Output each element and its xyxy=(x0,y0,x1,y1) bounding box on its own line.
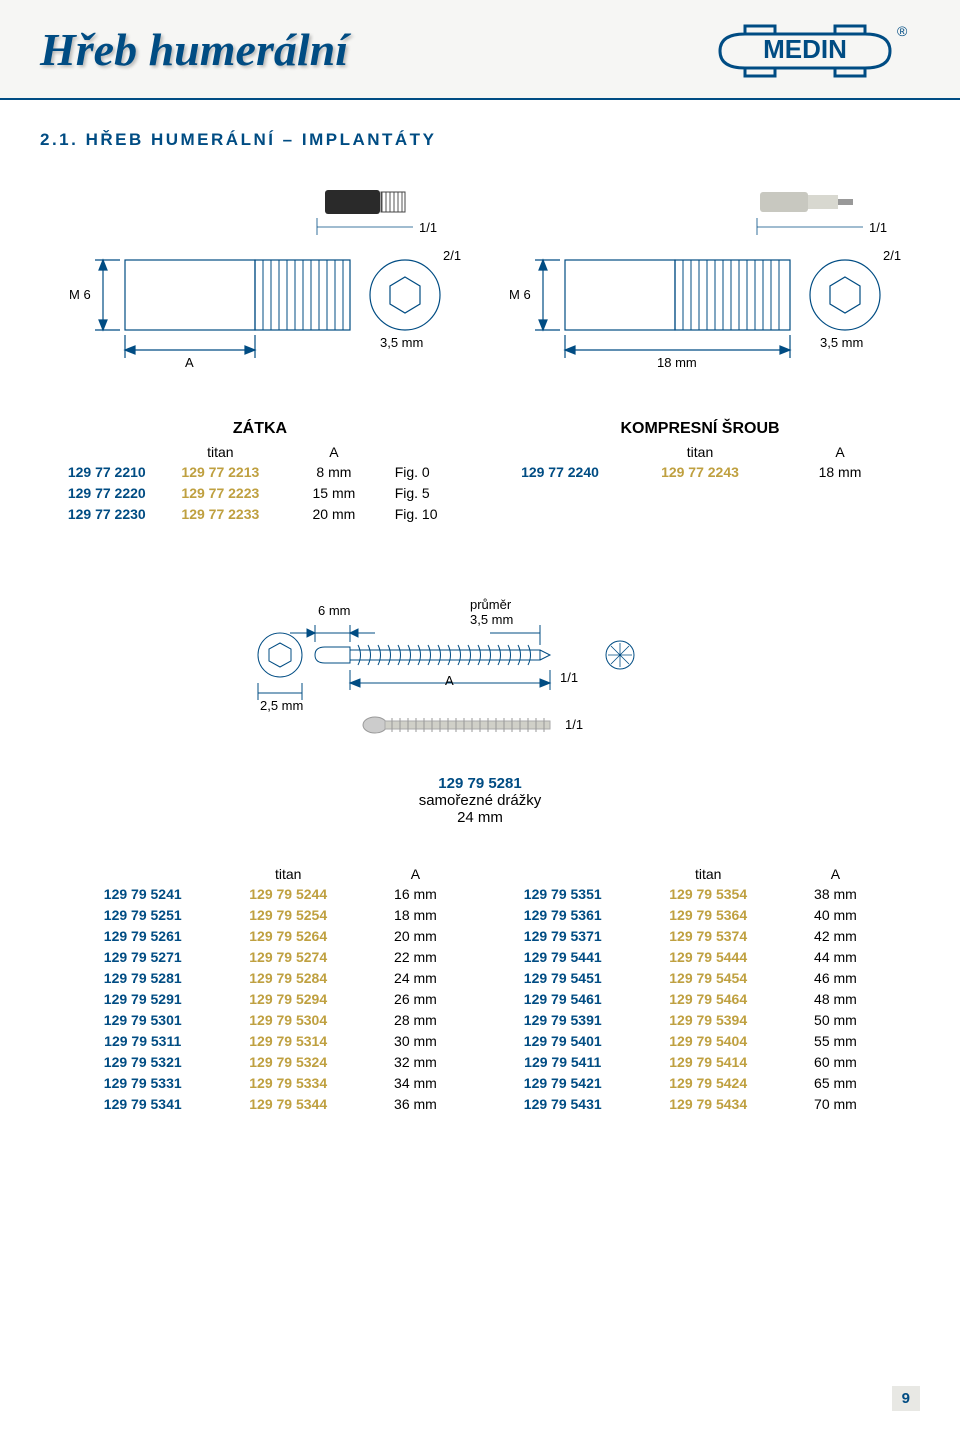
table-row: 129 79 5321129 79 532432 mm xyxy=(70,1052,470,1073)
diagram-kompresni: 1/1 2/1 M 6 18 mm 3,5 mm xyxy=(485,180,915,400)
dim-35: 3,5 mm xyxy=(820,335,863,350)
table-row: 129 79 5311129 79 531430 mm xyxy=(70,1031,470,1052)
table-title: KOMPRESNÍ ŠROUB xyxy=(490,420,910,438)
table-row: 129 79 5411129 79 541460 mm xyxy=(490,1052,890,1073)
center-code: 129 79 5281 xyxy=(0,775,960,792)
table-row: 129 77 2230129 77 223320 mmFig. 10 xyxy=(50,504,470,525)
dim-18: 18 mm xyxy=(657,355,697,370)
dim-A: A xyxy=(185,355,194,370)
center-info: 129 79 5281 samořezné drážky 24 mm xyxy=(0,775,960,826)
scale-label: 1/1 xyxy=(565,717,583,732)
table-row: 129 79 5251129 79 525418 mm xyxy=(70,905,470,926)
page-header: Hřeb humerální MEDIN ® xyxy=(0,0,960,100)
col-A: A xyxy=(277,444,391,460)
screw-diagram: 6 mm průměr 3,5 mm A 2,5 mm 1/1 1/1 xyxy=(230,595,730,755)
scale-label: 2/1 xyxy=(443,248,461,263)
top-diagram-row: 1/1 2/1 M 6 A 3,5 mm xyxy=(0,180,960,410)
table-row: 129 79 5301129 79 530428 mm xyxy=(70,1010,470,1031)
screw-table-right: titan A 129 79 5351129 79 535438 mm129 7… xyxy=(490,866,890,1115)
dim-25: 2,5 mm xyxy=(260,698,303,713)
center-size: 24 mm xyxy=(0,809,960,826)
table-row: 129 79 5351129 79 535438 mm xyxy=(490,884,890,905)
col-titan: titan xyxy=(164,444,278,460)
table-row: 129 79 5401129 79 540455 mm xyxy=(490,1031,890,1052)
page-title: Hřeb humerální xyxy=(40,23,348,76)
diam-label: průměr xyxy=(470,597,511,612)
brand-logo: MEDIN ® xyxy=(690,20,920,82)
table-row: 129 77 2240129 77 224318 mm xyxy=(490,462,910,483)
page-number: 9 xyxy=(892,1386,920,1411)
diagram-zatka: 1/1 2/1 M 6 A 3,5 mm xyxy=(45,180,475,400)
center-note: samořezné drážky xyxy=(0,792,960,809)
scale-label: 2/1 xyxy=(883,248,901,263)
table-row: 129 79 5271129 79 527422 mm xyxy=(70,947,470,968)
table-row: 129 79 5291129 79 529426 mm xyxy=(70,989,470,1010)
col-titan: titan xyxy=(630,444,770,460)
dim-6mm: 6 mm xyxy=(318,603,351,618)
table-row: 129 79 5441129 79 544444 mm xyxy=(490,947,890,968)
table-row: 129 79 5431129 79 543470 mm xyxy=(490,1094,890,1115)
table-row: 129 79 5241129 79 524416 mm xyxy=(70,884,470,905)
table-row: 129 79 5461129 79 546448 mm xyxy=(490,989,890,1010)
scale-label: 1/1 xyxy=(419,220,437,235)
table-kompresni: KOMPRESNÍ ŠROUB titan A 129 77 2240129 7… xyxy=(490,420,910,525)
thread-label: M 6 xyxy=(509,287,531,302)
col-titan: titan xyxy=(215,866,360,882)
dim-A: A xyxy=(445,673,454,688)
table-zatka: ZÁTKA titan A 129 77 2210129 77 22138 mm… xyxy=(50,420,470,525)
table-row: 129 79 5341129 79 534436 mm xyxy=(70,1094,470,1115)
thread-label: M 6 xyxy=(69,287,91,302)
small-tables-row: ZÁTKA titan A 129 77 2210129 77 22138 mm… xyxy=(0,420,960,525)
dim-35: 3,5 mm xyxy=(380,335,423,350)
table-row: 129 79 5391129 79 539450 mm xyxy=(490,1010,890,1031)
table-title: ZÁTKA xyxy=(50,420,470,438)
section-heading: 2.1. HŘEB HUMERÁLNÍ – IMPLANTÁTY xyxy=(40,130,960,150)
logo-text: MEDIN xyxy=(763,34,847,64)
big-tables-row: titan A 129 79 5241129 79 524416 mm129 7… xyxy=(0,866,960,1115)
screw-table-left: titan A 129 79 5241129 79 524416 mm129 7… xyxy=(70,866,470,1115)
table-row: 129 79 5361129 79 536440 mm xyxy=(490,905,890,926)
col-titan: titan xyxy=(635,866,780,882)
scale-label: 1/1 xyxy=(869,220,887,235)
table-row: 129 79 5371129 79 537442 mm xyxy=(490,926,890,947)
scale-label: 1/1 xyxy=(560,670,578,685)
table-row: 129 79 5451129 79 545446 mm xyxy=(490,968,890,989)
col-A: A xyxy=(770,444,910,460)
table-row: 129 77 2210129 77 22138 mmFig. 0 xyxy=(50,462,470,483)
table-row: 129 79 5421129 79 542465 mm xyxy=(490,1073,890,1094)
table-row: 129 79 5281129 79 528424 mm xyxy=(70,968,470,989)
svg-text:®: ® xyxy=(897,23,908,39)
col-A: A xyxy=(361,866,470,882)
diam-val: 3,5 mm xyxy=(470,612,513,627)
col-A: A xyxy=(781,866,890,882)
table-row: 129 79 5261129 79 526420 mm xyxy=(70,926,470,947)
table-row: 129 79 5331129 79 533434 mm xyxy=(70,1073,470,1094)
table-row: 129 77 2220129 77 222315 mmFig. 5 xyxy=(50,483,470,504)
